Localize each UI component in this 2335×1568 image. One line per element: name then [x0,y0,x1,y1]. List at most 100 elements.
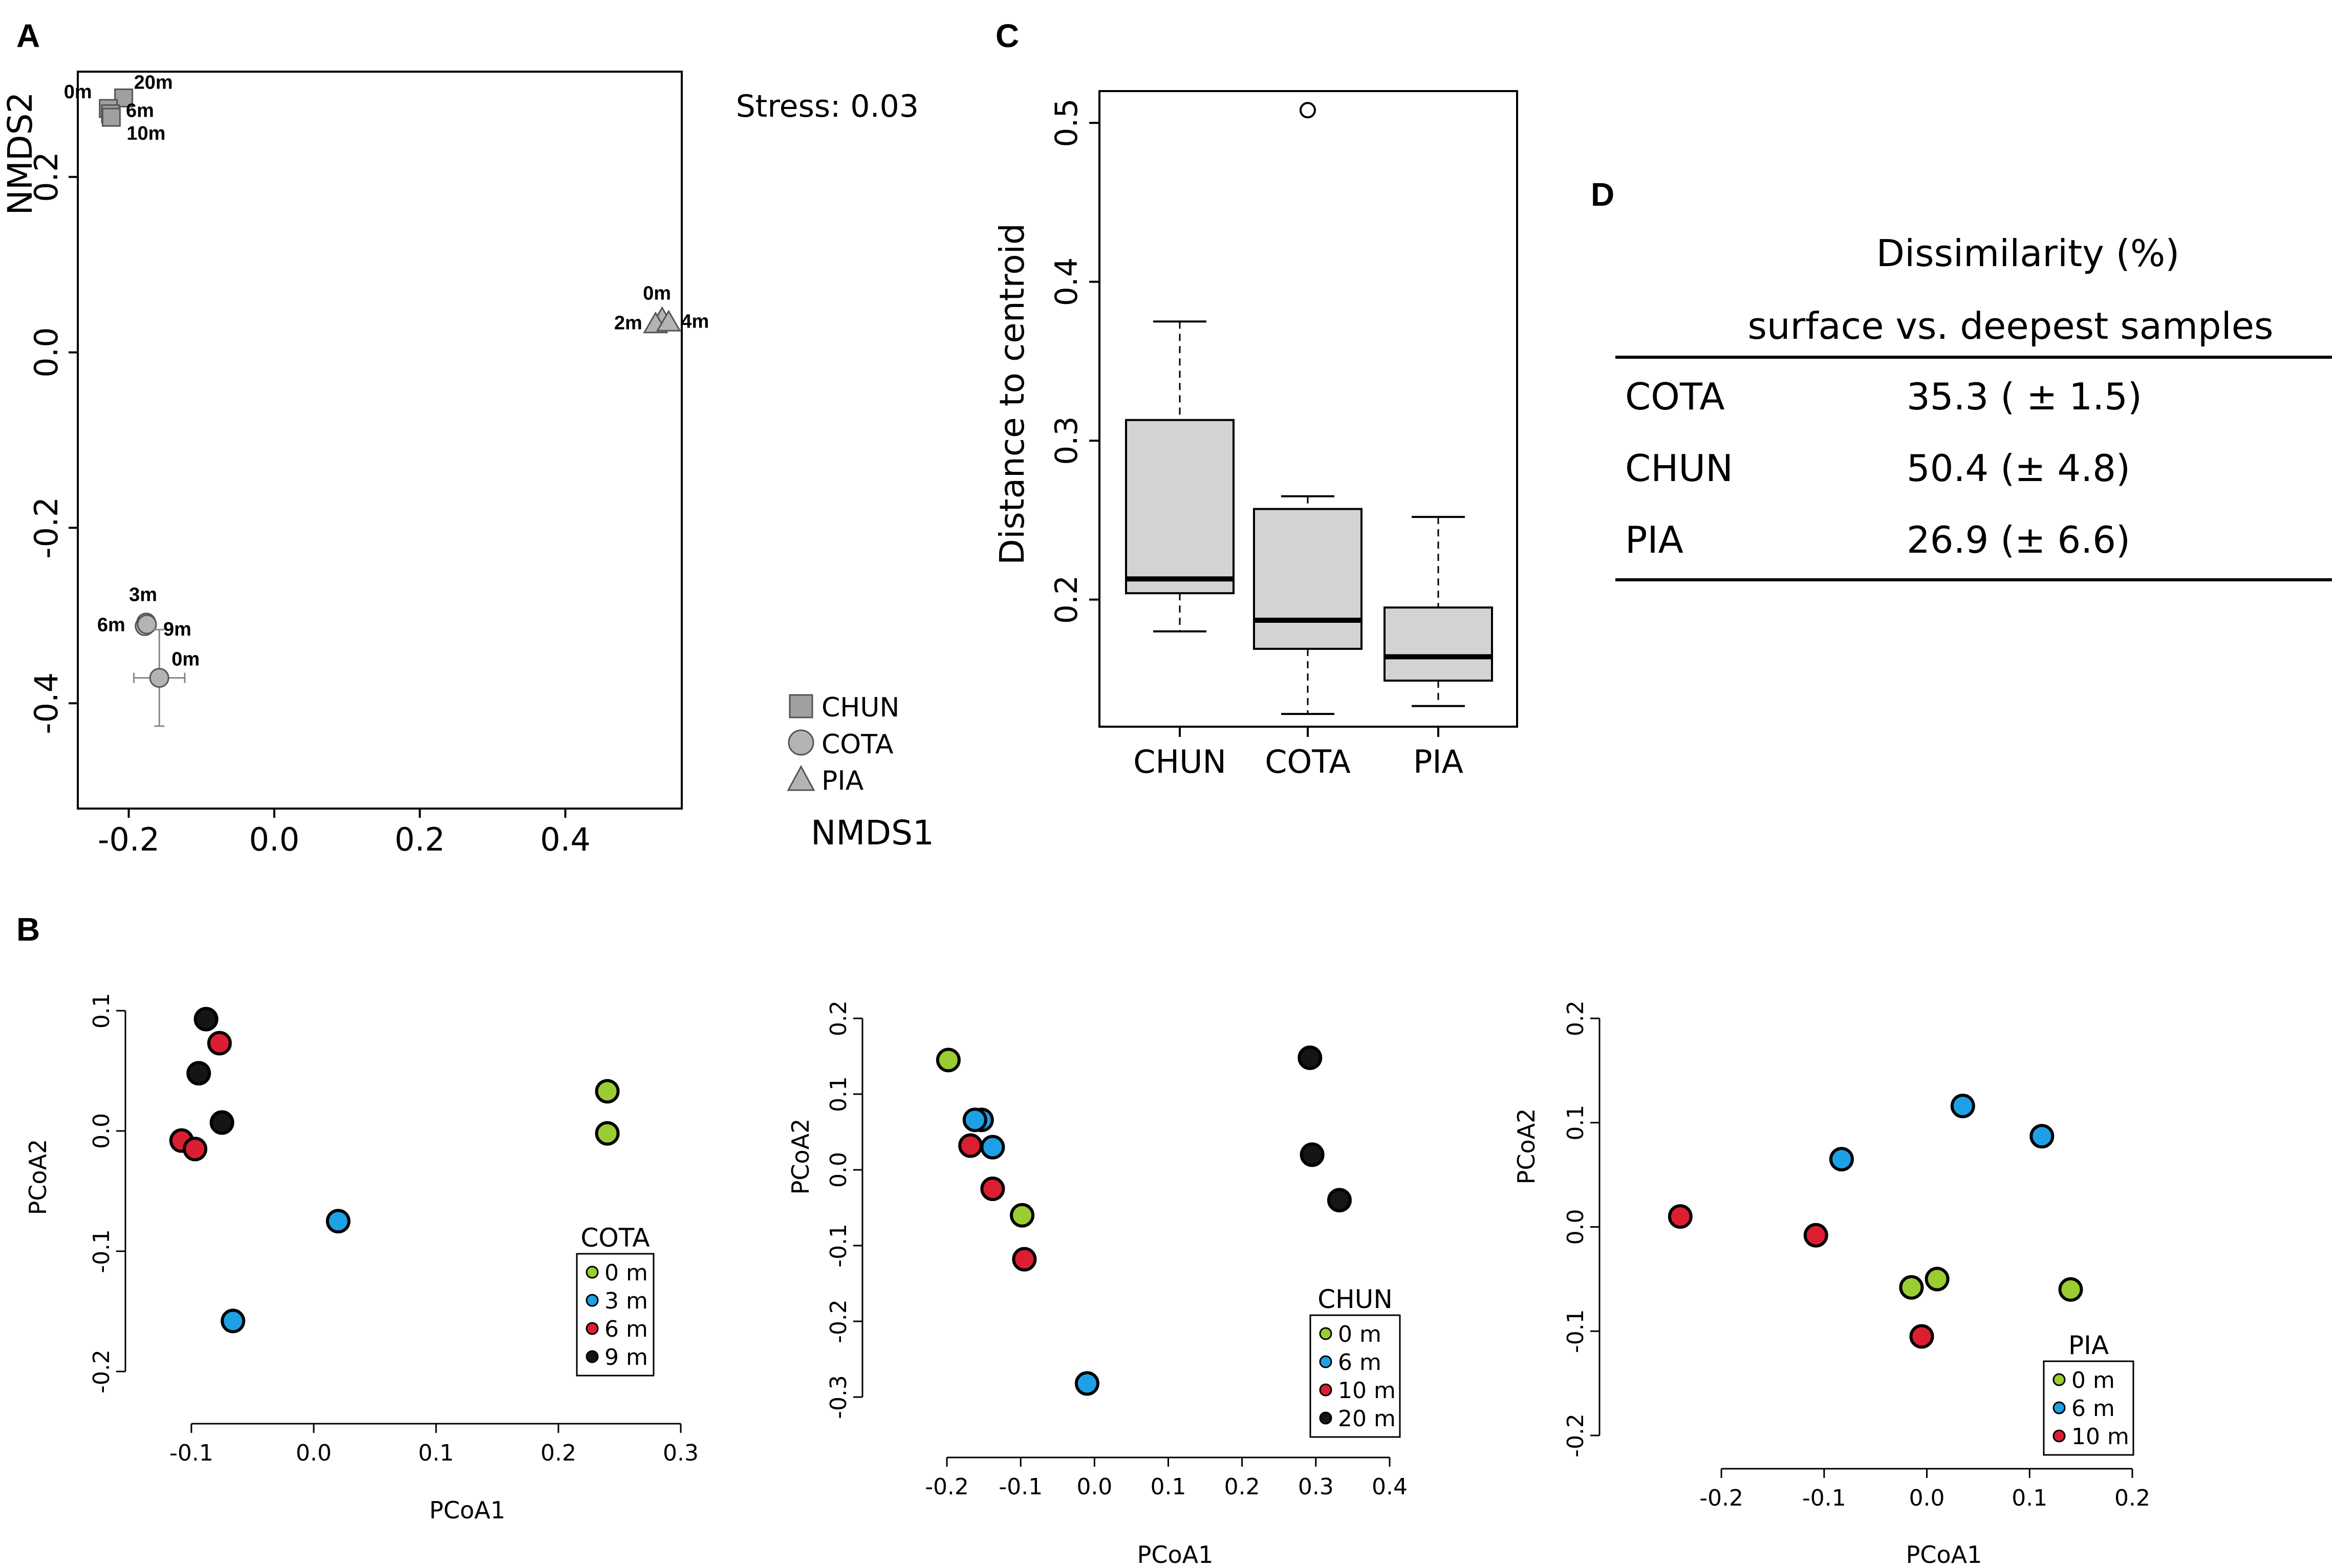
y-tick-label: 0.0 [28,327,65,378]
box-iqr [1383,606,1493,682]
legend-title: CHUN [1317,1284,1393,1314]
x-axis-label: PCoA1 [1137,1541,1214,1568]
point-label: 9m [163,619,191,640]
legend-marker [586,1322,599,1335]
box-iqr [1253,508,1363,650]
y-tick-label: 0.1 [1563,1105,1589,1141]
legend-marker [2052,1401,2066,1414]
pcoa-plot-pia: -0.2 -0.1 0.0 0.1 0.2 -0.2 -0.1 0.0 0.1 0.2 PCoA1… [1512,1000,2150,1568]
legend: CHUN COTA PIA [787,692,899,796]
legend-circle-marker [788,729,814,756]
box-elements [1125,102,1493,715]
plot-frame [77,71,683,810]
point-red [207,1031,232,1056]
legend-title: PIA [2068,1331,2109,1360]
y-axis-label: Distance to centroid [992,223,1032,565]
pcoa-plot-cota: -0.1 0.0 0.1 0.2 0.3 -0.2 -0.1 0.0 0.1 PCoA1 PCo… [24,993,699,1524]
data-points [169,1007,620,1334]
legend-label-pia: PIA [821,766,864,796]
point-red [958,1133,983,1158]
x-tick-label: -0.2 [98,821,160,858]
point-green [1899,1275,1924,1300]
y-tick-label: -0.4 [28,672,65,734]
legend: CHUN 0 m6 m10 m20 m [1309,1284,1401,1438]
point-green [1010,1203,1035,1228]
legend-label: 10 m [2071,1424,2129,1450]
boxplot: 0.2 0.3 0.4 0.5 CHUN COTA PIA Distance to cen… [992,90,1518,780]
x-tick-label: -0.1 [999,1474,1043,1500]
point-black [1327,1188,1352,1213]
y-tick-label: 0.0 [89,1113,115,1149]
point-label: 0m [171,649,200,670]
x-axis-label: NMDS1 [811,813,934,853]
legend-marker [1319,1327,1332,1340]
legend-label: 6 m [604,1316,648,1342]
table-subtitle: surface vs. deepest samples [1747,304,2273,347]
table-row-value: 26.9 (± 6.6) [1907,518,2130,561]
axes: -0.1 0.0 0.1 0.2 0.3 -0.2 -0.1 0.0 0.1 [89,993,699,1466]
point-green [595,1121,620,1146]
x-tick-label: 0.1 [418,1440,454,1466]
point-blue [1829,1147,1854,1172]
point-blue [1950,1094,1975,1119]
point-label: 0m [643,282,671,304]
legend-label: 3 m [604,1288,648,1314]
y-tick-label: -0.2 [826,1299,852,1343]
y-tick-label: -0.1 [826,1224,852,1268]
legend: PIA 0 m 6 m10 m [2043,1331,2134,1456]
pia-point [656,310,682,332]
outlier-point [1300,102,1316,119]
x-tick-label: 0.0 [1909,1485,1945,1511]
y-tick-label: -0.2 [1563,1413,1589,1457]
table-row-value: 50.4 (± 4.8) [1907,447,2130,490]
legend-label-cota: COTA [821,729,894,760]
x-tick-label: COTA [1265,743,1351,780]
point-red [1012,1247,1037,1272]
y-tick-label: 0.2 [826,1000,852,1036]
point-label: 10m [126,123,165,144]
legend-label: 20 m [1338,1406,1396,1432]
y-tick-label: -0.2 [28,497,65,559]
x-tick-label: 0.0 [249,821,300,858]
y-tick-label: -0.1 [1563,1309,1589,1353]
x-tick-label: 0.0 [1076,1474,1112,1500]
x-tick-label: 0.1 [1151,1474,1186,1500]
box-iqr [1125,419,1235,595]
y-axis-label: PCoA2 [1512,1108,1540,1185]
point-black [186,1061,211,1086]
x-tick-label: 0.2 [395,821,445,858]
chun-point [114,88,134,107]
x-tick-label: 0.2 [1224,1474,1260,1500]
point-green [1925,1267,1950,1292]
x-tick-label: 0.1 [2012,1485,2047,1511]
legend-marker [2052,1373,2066,1386]
point-label: 0m [64,81,92,103]
x-tick-label: 0.2 [2114,1485,2150,1511]
x-tick-label: 0.3 [1298,1474,1334,1500]
x-tick-label: 0.0 [296,1440,332,1466]
x-tick-label: 0.2 [540,1440,576,1466]
legend-marker [586,1294,599,1307]
x-axis-label: PCoA1 [429,1496,506,1524]
point-red [1803,1223,1828,1248]
point-label: 20m [134,72,173,93]
y-tick-label: 0.2 [28,151,65,202]
panel-letter-b: B [16,911,40,948]
legend-label: 10 m [1338,1378,1396,1404]
table-row-value: 35.3 ( ± 1.5) [1907,375,2142,418]
legend-triangle-marker [787,765,815,791]
table-row-site: CHUN [1625,447,1733,490]
point-black [193,1007,219,1032]
x-tick-label: 0.4 [540,821,591,858]
point-label: 6m [126,100,154,121]
y-ticks: -0.4 -0.2 0.0 0.2 [28,151,78,734]
y-tick-label: 0.1 [826,1076,852,1112]
x-tick-label: -0.2 [1699,1485,1743,1511]
panel-letter-a: A [16,17,40,54]
x-tick-label: 0.4 [1372,1474,1408,1500]
point-label: 3m [129,584,157,606]
y-ticks: 0.2 0.3 0.4 0.5 [1049,98,1099,624]
